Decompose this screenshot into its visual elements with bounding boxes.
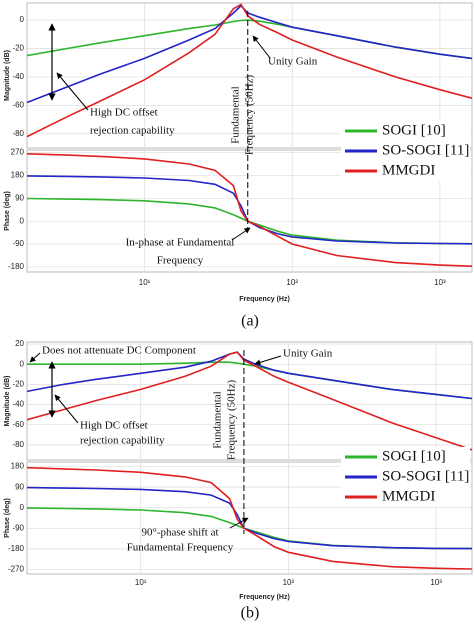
legend-label: SO-SOGI [11] bbox=[382, 142, 469, 158]
annotation-arrow bbox=[56, 72, 89, 111]
x-tick-label: 10² bbox=[283, 578, 295, 587]
annotation-arrow bbox=[252, 35, 271, 59]
y-tick-label: -40 bbox=[12, 72, 24, 81]
annotation: Fundamental bbox=[212, 391, 224, 448]
y-tick-label: -60 bbox=[12, 420, 24, 429]
series-line bbox=[27, 3, 472, 138]
y-tick-label: 0 bbox=[20, 503, 25, 512]
annotation: rejection capability bbox=[90, 125, 175, 137]
y-tick-label: 90 bbox=[15, 482, 24, 491]
y-tick-label: -80 bbox=[12, 440, 24, 449]
annotation: Frequency (50Hz) bbox=[244, 75, 256, 156]
annotation: Unity Gain bbox=[283, 348, 333, 360]
annotation: In-phase at Fundamental bbox=[126, 237, 235, 249]
y-tick-label: 90 bbox=[15, 193, 24, 202]
series-line bbox=[27, 466, 472, 570]
y-tick-label: 0 bbox=[20, 359, 25, 368]
annotation: High DC offset bbox=[90, 107, 158, 119]
series-line bbox=[27, 175, 472, 245]
x-tick-label: 10³ bbox=[430, 578, 442, 587]
y-tick-label: -20 bbox=[12, 379, 24, 388]
y-tick-label: -180 bbox=[8, 544, 25, 553]
y-tick-label: 0 bbox=[20, 216, 25, 225]
y-tick-label: -60 bbox=[12, 100, 24, 109]
annotation: High DC offset bbox=[80, 420, 148, 432]
annotation-arrow bbox=[29, 352, 41, 363]
y-tick-label: -180 bbox=[8, 262, 25, 271]
annotation: Unity Gain bbox=[268, 56, 318, 68]
series-line bbox=[27, 351, 472, 451]
annotation: 90°-phase shift at bbox=[141, 527, 218, 539]
y-tick-label: 180 bbox=[11, 462, 25, 471]
y-axis-label: Magnitude (dB) bbox=[4, 376, 11, 427]
x-tick-label: 10² bbox=[286, 278, 298, 287]
x-axis-label: Frequency (Hz) bbox=[239, 594, 290, 601]
legend-label: SOGI [10] bbox=[382, 122, 446, 138]
annotation: Fundamental bbox=[230, 86, 242, 143]
annotation: Frequency bbox=[157, 255, 204, 267]
y-tick-label: -90 bbox=[12, 239, 24, 248]
y-tick-label: 0 bbox=[20, 15, 25, 24]
series-line bbox=[27, 153, 472, 267]
annotation-arrow bbox=[54, 394, 79, 424]
annotation: Fundamental Frequency bbox=[127, 542, 234, 554]
annotation: Frequency (50Hz) bbox=[226, 380, 238, 461]
annotation-arrow bbox=[229, 517, 249, 529]
y-tick-label: -90 bbox=[12, 523, 24, 532]
x-axis-label: Frequency (Hz) bbox=[239, 296, 290, 303]
annotation: rejection capability bbox=[80, 435, 165, 447]
x-tick-label: 10³ bbox=[434, 278, 446, 287]
series-line bbox=[27, 486, 472, 550]
y-tick-label: 180 bbox=[11, 171, 25, 180]
legend-label: SOGI [10] bbox=[382, 448, 446, 464]
y-tick-label: -20 bbox=[12, 44, 24, 53]
annotation-arrow bbox=[254, 355, 282, 366]
legend-label: MMGDI bbox=[382, 488, 435, 504]
caption: (b) bbox=[241, 605, 260, 622]
y-tick-label: -40 bbox=[12, 400, 24, 409]
caption: (a) bbox=[241, 313, 259, 330]
x-tick-label: 10¹ bbox=[135, 578, 147, 587]
y-axis-label: Phase (deg) bbox=[4, 191, 11, 231]
annotation: Does not attenuate DC Component bbox=[42, 345, 196, 357]
y-tick-label: 20 bbox=[15, 339, 24, 348]
y-tick-label: -80 bbox=[12, 129, 24, 138]
y-tick-label: 270 bbox=[11, 148, 25, 157]
legend-label: MMGDI bbox=[382, 162, 435, 178]
y-axis-label: Magnitude (dB) bbox=[4, 50, 11, 101]
x-tick-label: 10¹ bbox=[139, 278, 151, 287]
y-axis-label: Phase (deg) bbox=[4, 498, 11, 538]
legend-label: SO-SOGI [11] bbox=[382, 468, 469, 484]
annotation-arrow bbox=[231, 227, 251, 241]
y-tick-label: -270 bbox=[8, 565, 25, 574]
